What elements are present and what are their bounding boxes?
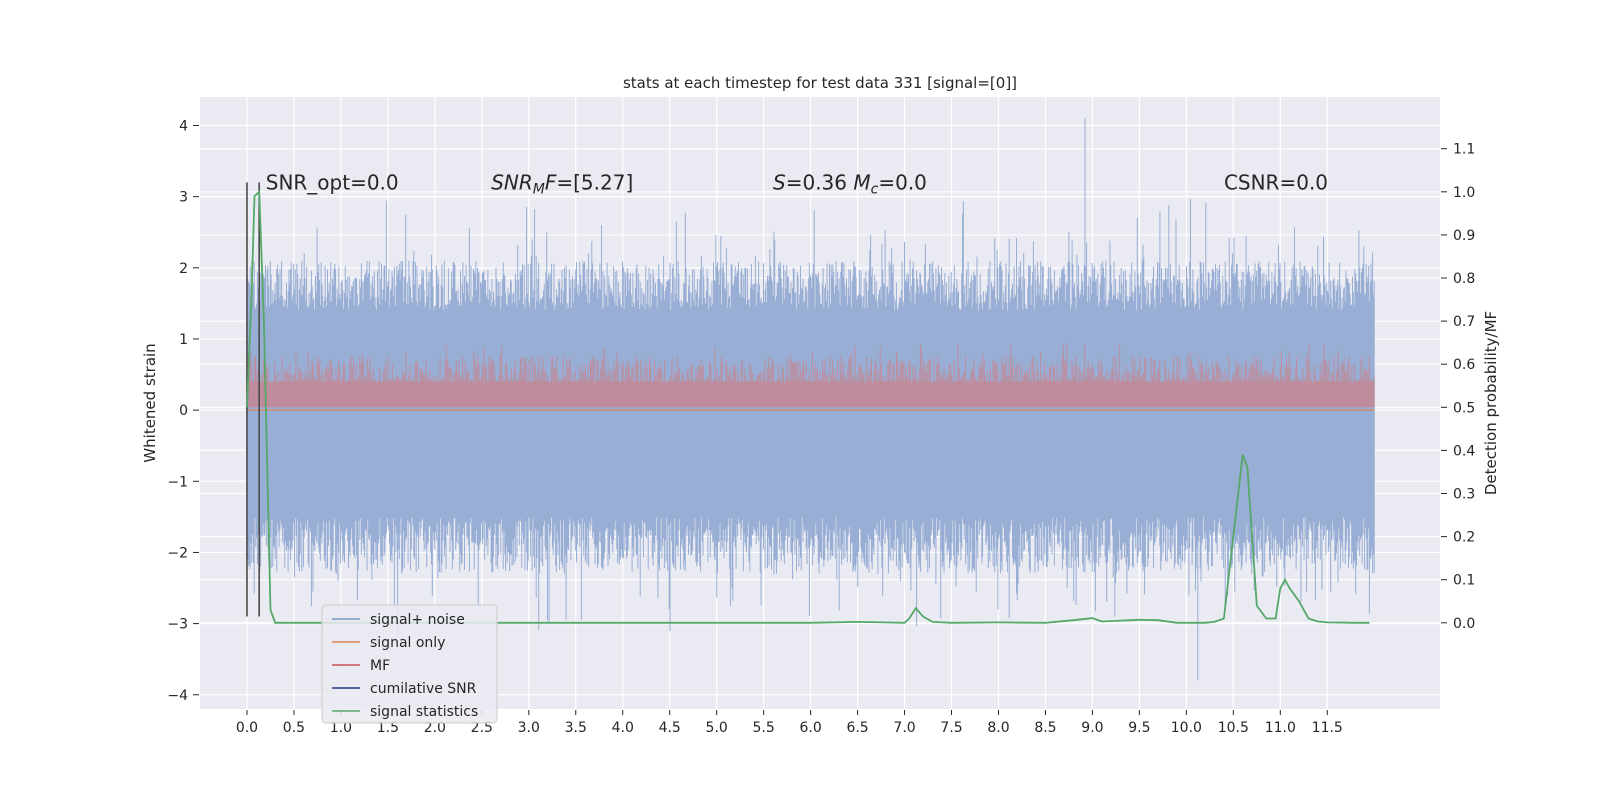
- y-axis-label: Whitened strain: [141, 343, 159, 462]
- x-tick-label: 2.0: [424, 720, 446, 736]
- legend-label: MF: [370, 658, 390, 674]
- y2-tick-label: 0.6: [1453, 357, 1475, 373]
- x-tick-label: 7.5: [940, 720, 962, 736]
- y-tick-label: 2: [179, 261, 188, 277]
- x-tick-label: 11.5: [1312, 720, 1343, 736]
- y2-axis-label: Detection probability/MF: [1482, 311, 1500, 495]
- annotation-csnr: CSNR=0.0: [1224, 170, 1328, 194]
- legend-label: cumilative SNR: [370, 681, 477, 697]
- x-tick-label: 5.0: [706, 720, 728, 736]
- x-tick-label: 9.5: [1128, 720, 1150, 736]
- y2-tick-label: 0.9: [1453, 228, 1475, 244]
- x-tick-label: 10.0: [1171, 720, 1202, 736]
- y2-tick-label: 0.8: [1453, 271, 1475, 287]
- x-tick-label: 11.0: [1265, 720, 1296, 736]
- y2-tick-label: 1.0: [1453, 185, 1475, 201]
- y2-tick-label: 0.4: [1453, 443, 1475, 459]
- x-tick-label: 2.5: [471, 720, 493, 736]
- y2-tick-label: 0.5: [1453, 400, 1475, 416]
- legend-box: [321, 604, 498, 724]
- y-tick-label: −3: [167, 617, 188, 633]
- mf-series: [246, 343, 1375, 408]
- x-tick-label: 0.5: [283, 720, 305, 736]
- x-tick-label: 6.5: [846, 720, 868, 736]
- legend: signal+ noise signal only MF cumilative SNR…: [321, 604, 498, 724]
- y2-tick-label: 0.1: [1453, 573, 1475, 589]
- annotation-snr_mf: SNRMF=[5.27]: [491, 170, 633, 197]
- y2-tick-label: 0.3: [1453, 487, 1475, 503]
- annotation-snr_opt: SNR_opt=0.0: [266, 170, 399, 194]
- legend-label: signal+ noise: [370, 612, 465, 628]
- x-tick-label: 4.0: [612, 720, 634, 736]
- legend-label: signal only: [370, 635, 445, 651]
- signal-noise-series: [246, 118, 1375, 681]
- x-tick-label: 1.5: [377, 720, 399, 736]
- y2-tick-label: 0.0: [1453, 616, 1475, 632]
- annotation-s_mc: S=0.36 Mc=0.0: [773, 170, 927, 197]
- annotations: SNR_opt=0.0 SNRMF=[5.27] S=0.36 Mc=0.0 CSNR…: [266, 170, 1328, 197]
- axis-ticks: 0.0 0.5 1.0 1.5 2.0 2.5 3.0 3.5 4.0 4.5 5.0 5.5 6.0 6…: [167, 118, 1475, 736]
- legend-label: signal statistics: [370, 704, 478, 720]
- y2-tick-label: 0.2: [1453, 530, 1475, 546]
- y-tick-label: −2: [167, 545, 188, 561]
- x-tick-label: 3.5: [565, 720, 587, 736]
- x-tick-label: 3.0: [518, 720, 540, 736]
- x-tick-label: 9.0: [1081, 720, 1103, 736]
- x-tick-label: 8.0: [987, 720, 1009, 736]
- y-tick-label: −4: [167, 688, 188, 704]
- chart-title: stats at each timestep for test data 331…: [623, 74, 1017, 92]
- x-tick-label: 6.0: [799, 720, 821, 736]
- x-tick-label: 10.5: [1218, 720, 1249, 736]
- x-tick-label: 4.5: [659, 720, 681, 736]
- x-tick-label: 8.5: [1034, 720, 1056, 736]
- y-tick-label: 1: [179, 332, 188, 348]
- y-tick-label: −1: [167, 474, 188, 490]
- x-tick-label: 7.0: [893, 720, 915, 736]
- y2-tick-label: 0.7: [1453, 314, 1475, 330]
- y-tick-label: 3: [179, 190, 188, 206]
- y-tick-label: 0: [179, 403, 188, 419]
- x-tick-label: 0.0: [236, 720, 258, 736]
- x-tick-label: 5.5: [753, 720, 775, 736]
- x-tick-label: 1.0: [330, 720, 352, 736]
- y2-tick-label: 1.1: [1453, 142, 1475, 158]
- y-tick-label: 4: [179, 118, 188, 134]
